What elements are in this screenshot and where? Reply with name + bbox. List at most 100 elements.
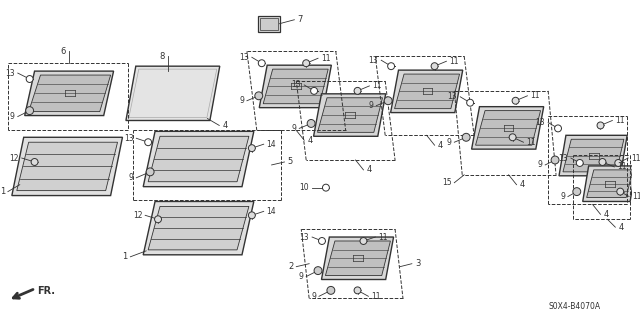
- Polygon shape: [559, 135, 627, 176]
- Polygon shape: [12, 137, 122, 196]
- Text: 4: 4: [307, 136, 312, 145]
- Circle shape: [31, 158, 38, 165]
- Polygon shape: [263, 69, 328, 104]
- Circle shape: [617, 188, 624, 195]
- Bar: [258, 16, 280, 32]
- Text: 11: 11: [378, 233, 388, 242]
- Text: 13: 13: [124, 134, 133, 143]
- Text: 9: 9: [239, 96, 244, 105]
- Text: 4: 4: [222, 121, 227, 130]
- Text: 13: 13: [447, 92, 458, 101]
- Polygon shape: [314, 94, 386, 136]
- Text: 11: 11: [372, 81, 382, 91]
- Circle shape: [388, 63, 395, 70]
- Text: 13: 13: [369, 56, 378, 65]
- Text: 12: 12: [9, 154, 19, 163]
- Text: 4: 4: [604, 210, 609, 219]
- Text: 11: 11: [527, 138, 536, 147]
- Text: 11: 11: [371, 292, 381, 301]
- Text: 11: 11: [531, 91, 540, 100]
- Text: 2: 2: [288, 262, 293, 271]
- Text: 11: 11: [321, 54, 330, 63]
- Polygon shape: [582, 166, 636, 202]
- Text: 13: 13: [558, 154, 568, 163]
- Text: 11: 11: [618, 163, 627, 172]
- Circle shape: [248, 145, 255, 152]
- Text: 1: 1: [122, 252, 127, 261]
- Text: 9: 9: [560, 192, 565, 201]
- Polygon shape: [126, 66, 220, 121]
- Circle shape: [431, 63, 438, 70]
- Circle shape: [26, 107, 33, 115]
- Circle shape: [26, 76, 33, 83]
- Text: 9: 9: [447, 138, 451, 147]
- Circle shape: [615, 159, 621, 166]
- Polygon shape: [325, 241, 390, 276]
- Circle shape: [354, 287, 361, 294]
- Circle shape: [155, 216, 161, 223]
- Circle shape: [509, 134, 516, 141]
- Circle shape: [145, 139, 152, 146]
- Circle shape: [319, 237, 325, 244]
- Circle shape: [551, 156, 559, 164]
- Text: 4: 4: [618, 223, 623, 232]
- Bar: [260, 18, 278, 30]
- Text: 8: 8: [159, 52, 165, 61]
- Polygon shape: [476, 111, 541, 145]
- Text: 4: 4: [367, 165, 372, 174]
- Text: 13: 13: [5, 68, 15, 77]
- Text: 1: 1: [0, 187, 5, 196]
- Text: 13: 13: [536, 118, 545, 127]
- Polygon shape: [395, 74, 460, 109]
- Circle shape: [576, 159, 583, 166]
- Text: 11: 11: [631, 154, 640, 163]
- Text: 9: 9: [291, 124, 296, 133]
- Polygon shape: [148, 136, 249, 182]
- Text: 11: 11: [449, 57, 459, 66]
- Circle shape: [555, 125, 561, 132]
- Polygon shape: [143, 131, 254, 187]
- Polygon shape: [390, 70, 463, 113]
- Text: FR.: FR.: [38, 286, 56, 296]
- Circle shape: [255, 92, 262, 100]
- Circle shape: [384, 97, 392, 105]
- Circle shape: [573, 188, 580, 196]
- Circle shape: [599, 158, 606, 165]
- Polygon shape: [563, 139, 624, 172]
- Text: 14: 14: [267, 207, 276, 216]
- Text: 7: 7: [298, 15, 303, 24]
- Text: 9: 9: [298, 272, 303, 281]
- Text: 9: 9: [129, 173, 133, 182]
- Text: 11: 11: [632, 192, 640, 201]
- Circle shape: [462, 133, 470, 141]
- Text: 4: 4: [520, 180, 525, 189]
- Text: 14: 14: [267, 140, 276, 149]
- Polygon shape: [321, 237, 394, 279]
- Polygon shape: [129, 69, 217, 117]
- Text: 9: 9: [369, 101, 373, 110]
- Text: 5: 5: [287, 157, 292, 166]
- Text: 9: 9: [538, 160, 542, 169]
- Circle shape: [310, 87, 317, 94]
- Text: 15: 15: [442, 178, 451, 187]
- Text: 10: 10: [300, 183, 309, 192]
- Polygon shape: [317, 98, 383, 132]
- Text: 12: 12: [132, 211, 142, 220]
- Text: 9: 9: [311, 292, 316, 301]
- Circle shape: [597, 122, 604, 129]
- Text: 3: 3: [415, 259, 420, 268]
- Text: 11: 11: [615, 116, 625, 125]
- Circle shape: [248, 212, 255, 219]
- Circle shape: [307, 119, 315, 127]
- Polygon shape: [17, 142, 118, 191]
- Text: 9: 9: [10, 112, 15, 121]
- Text: S0X4-B4070A: S0X4-B4070A: [548, 302, 600, 311]
- Polygon shape: [25, 71, 113, 116]
- Circle shape: [259, 60, 265, 67]
- Circle shape: [354, 87, 361, 94]
- Circle shape: [303, 60, 310, 67]
- Circle shape: [323, 184, 330, 191]
- Text: 13: 13: [292, 80, 301, 89]
- Polygon shape: [143, 202, 254, 255]
- Text: 13: 13: [300, 233, 309, 242]
